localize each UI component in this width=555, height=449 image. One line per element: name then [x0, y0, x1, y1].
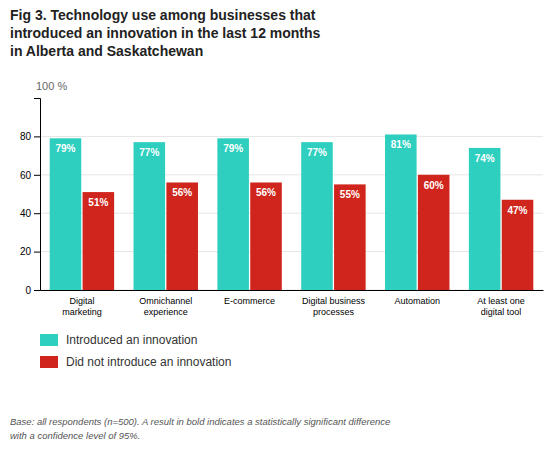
- data-label: 74%: [475, 153, 495, 164]
- y-tick: 80: [20, 131, 40, 142]
- grid-line: [40, 290, 543, 291]
- bar: [334, 184, 366, 290]
- tick-mark: [34, 175, 40, 176]
- data-label: 56%: [172, 187, 192, 198]
- tick-label: 0: [25, 285, 31, 296]
- footnote: Base: all respondents (n=500). A result …: [10, 416, 390, 441]
- tick-mark: [34, 290, 40, 291]
- y-label: 100 %: [36, 80, 67, 92]
- x-tick: E-commerce: [224, 296, 275, 306]
- y-tick: 0: [25, 285, 40, 296]
- bar: [385, 134, 417, 290]
- x-tick: Automation: [394, 296, 440, 306]
- tick-label: 40: [20, 208, 32, 219]
- tick-label: 60: [20, 170, 32, 181]
- y-tick: 60: [20, 170, 40, 181]
- data-label: 81%: [391, 139, 411, 150]
- tick-label: 20: [20, 246, 32, 257]
- bar: [301, 142, 333, 290]
- legend-label: Did not introduce an innovation: [66, 355, 231, 369]
- x-tick: Digital businessprocesses: [302, 296, 366, 316]
- data-label: 77%: [139, 147, 159, 158]
- grid-line: [40, 251, 543, 252]
- tick-label: At least onedigital tool: [477, 296, 525, 316]
- axis-line: [34, 99, 41, 291]
- data-label: 47%: [508, 205, 528, 216]
- bar: [50, 138, 82, 290]
- legend: Introduced an innovation Did not introduc…: [40, 333, 231, 369]
- title: Fig 3. Technology use among businesses t…: [10, 7, 321, 59]
- bars: [50, 134, 534, 290]
- data-labels: 79% 77% 79% 77% 81% 74% 51% 56% 56% 55% 60% 47%: [55, 139, 527, 215]
- tick-label: 80: [20, 131, 32, 142]
- x-tick: At least onedigital tool: [477, 296, 525, 316]
- tick-mark: [34, 252, 40, 253]
- grid-line: [40, 136, 543, 137]
- axis-line: [41, 290, 544, 291]
- tick-label: Digital businessprocesses: [302, 296, 366, 316]
- bar: [217, 138, 249, 290]
- y-tick: 40: [20, 208, 40, 219]
- chart: Fig 3. Technology use among businesses t…: [0, 0, 555, 449]
- grid-line: [40, 174, 543, 175]
- tick-label: Digitalmarketing: [62, 296, 102, 316]
- legend-swatch: [40, 356, 58, 368]
- x-axis: Digitalmarketing Omnichannelexperience E-c…: [41, 291, 544, 317]
- bar: [166, 182, 198, 290]
- x-tick: Omnichannelexperience: [139, 296, 192, 316]
- x-tick: Digitalmarketing: [62, 296, 102, 316]
- bar: [250, 182, 282, 290]
- y-tick: 20: [20, 246, 40, 257]
- tick-label: E-commerce: [224, 296, 275, 306]
- data-label: 51%: [88, 197, 108, 208]
- bar: [418, 175, 450, 290]
- data-label: 56%: [256, 187, 276, 198]
- tick-label: Omnichannelexperience: [139, 296, 192, 316]
- grid: [40, 136, 543, 290]
- tick-mark: [34, 136, 40, 137]
- data-label: 77%: [307, 147, 327, 158]
- tick-mark: [34, 213, 40, 214]
- grid-line: [40, 213, 543, 214]
- bar: [83, 192, 115, 290]
- y-axis: 0 20 40 60 80: [20, 99, 41, 296]
- bar: [134, 142, 166, 290]
- legend-swatch: [40, 334, 58, 346]
- data-label: 79%: [223, 143, 243, 154]
- plot: 0 20 40 60 80 Digitalmarketing Omnichannelexpe…: [20, 99, 544, 317]
- data-label: 55%: [340, 189, 360, 200]
- tick-label: Automation: [394, 296, 440, 306]
- legend-label: Introduced an innovation: [66, 333, 197, 347]
- bar: [469, 148, 501, 290]
- data-label: 79%: [55, 143, 75, 154]
- data-label: 60%: [424, 180, 444, 191]
- bar: [502, 200, 534, 290]
